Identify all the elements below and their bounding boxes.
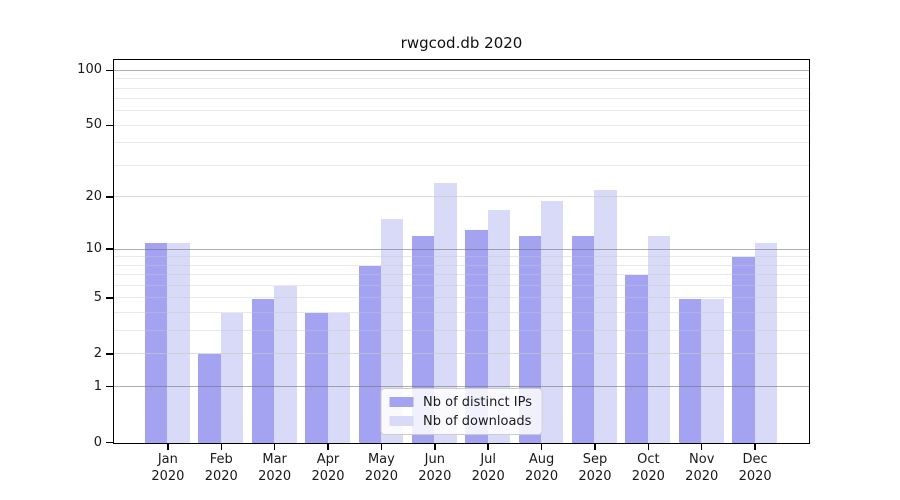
x-tick-label-aug: Aug 2020 <box>516 452 568 485</box>
x-tick-month: Mar <box>262 452 287 467</box>
x-tick-year: 2020 <box>631 468 665 484</box>
x-tick-year: 2020 <box>204 468 238 484</box>
chart-title: rwgcod.db 2020 <box>400 34 523 52</box>
x-tick-month: Feb <box>209 452 233 467</box>
x-tick-sep <box>594 444 596 450</box>
bar-downloads-apr <box>327 313 350 443</box>
x-tick-label-may: May 2020 <box>355 452 407 485</box>
x-tick-label-jan: Jan 2020 <box>142 452 194 485</box>
bar-distinct-ips-sep <box>572 236 595 443</box>
plot-area: Nb of distinct IPs Nb of downloads <box>113 59 810 444</box>
y-tick-100 <box>106 69 113 71</box>
bars-layer <box>114 60 809 443</box>
x-tick-month: Aug <box>528 452 555 467</box>
x-tick-month: May <box>367 452 395 467</box>
x-tick-year: 2020 <box>151 468 185 484</box>
x-tick-month: Oct <box>637 452 660 467</box>
y-tick-0 <box>106 441 113 444</box>
x-tick-dec <box>754 444 756 450</box>
y-tick-label-50: 50 <box>85 117 102 133</box>
legend-swatch-downloads <box>389 416 414 426</box>
legend-swatch-distinct-ips <box>389 397 414 407</box>
legend-label-downloads: Nb of downloads <box>423 413 532 429</box>
bar-downloads-mar <box>274 286 297 443</box>
x-tick-month: Jan <box>157 452 178 467</box>
x-tick-month: Dec <box>742 452 768 467</box>
x-tick-month: Jun <box>424 452 445 467</box>
y-tick-50 <box>106 124 113 127</box>
legend-label-distinct-ips: Nb of distinct IPs <box>423 394 532 410</box>
y-tick-label-1: 1 <box>93 378 102 394</box>
bar-downloads-may <box>380 219 404 443</box>
x-tick-year: 2020 <box>364 468 398 484</box>
legend-item-distinct-ips: Nb of distinct IPs <box>389 394 532 410</box>
y-tick-label-0: 0 <box>93 434 102 450</box>
x-tick-month: Apr <box>316 452 340 467</box>
bar-downloads-feb <box>220 313 244 443</box>
x-tick-mar <box>273 444 276 450</box>
y-tick-label-5: 5 <box>93 289 102 305</box>
bar-downloads-dec <box>754 242 778 443</box>
x-tick-year: 2020 <box>471 468 505 484</box>
x-tick-label-sep: Sep 2020 <box>569 452 621 485</box>
x-tick-label-dec: Dec 2020 <box>729 452 781 485</box>
x-tick-may <box>380 444 383 450</box>
x-tick-month: Nov <box>689 452 715 467</box>
x-tick-year: 2020 <box>258 468 292 484</box>
y-tick-label-2: 2 <box>93 345 102 361</box>
x-tick-label-feb: Feb 2020 <box>195 452 247 485</box>
x-tick-month: Jul <box>480 452 497 467</box>
legend: Nb of distinct IPs Nb of downloads <box>380 388 543 435</box>
bar-downloads-jun <box>434 183 457 443</box>
bar-downloads-sep <box>594 190 617 443</box>
x-tick-label-apr: Apr 2020 <box>302 452 354 485</box>
y-tick-20 <box>106 196 113 198</box>
y-tick-5 <box>106 297 113 299</box>
x-tick-aug <box>540 444 543 450</box>
y-tick-10 <box>106 248 113 250</box>
bar-distinct-ips-mar <box>251 298 275 443</box>
x-tick-label-nov: Nov 2020 <box>676 452 728 485</box>
y-tick-2 <box>106 353 113 355</box>
x-tick-feb <box>220 444 223 450</box>
x-tick-label-mar: Mar 2020 <box>249 452 301 485</box>
x-tick-year: 2020 <box>685 468 719 484</box>
x-tick-year: 2020 <box>578 468 612 484</box>
x-tick-month: Sep <box>582 452 608 467</box>
bar-distinct-ips-oct <box>625 275 648 443</box>
bar-downloads-oct <box>647 236 671 443</box>
bar-distinct-ips-dec <box>732 257 755 443</box>
y-tick-label-100: 100 <box>77 62 102 78</box>
x-tick-oct <box>647 444 650 450</box>
y-tick-label-10: 10 <box>85 241 102 257</box>
bar-downloads-jul <box>487 209 511 443</box>
x-tick-jun <box>434 444 436 450</box>
bar-distinct-ips-nov <box>678 298 702 443</box>
legend-item-downloads: Nb of downloads <box>389 413 532 429</box>
y-tick-label-20: 20 <box>85 188 102 204</box>
x-tick-year: 2020 <box>738 468 772 484</box>
x-tick-nov <box>700 444 703 450</box>
x-tick-year: 2020 <box>311 468 345 484</box>
bar-distinct-ips-may <box>358 265 381 443</box>
bar-distinct-ips-apr <box>305 313 328 443</box>
x-tick-year: 2020 <box>525 468 559 484</box>
bar-downloads-jan <box>167 242 190 443</box>
x-tick-label-oct: Oct 2020 <box>622 452 674 485</box>
bar-distinct-ips-jan <box>144 242 168 443</box>
y-tick-1 <box>106 385 113 388</box>
bar-distinct-ips-feb <box>198 354 221 443</box>
x-tick-jul <box>487 444 489 450</box>
bar-downloads-nov <box>701 298 724 443</box>
bar-downloads-aug <box>541 201 564 443</box>
x-tick-apr <box>327 444 329 450</box>
x-tick-label-jun: Jun 2020 <box>409 452 461 485</box>
x-tick-label-jul: Jul 2020 <box>462 452 514 485</box>
x-tick-jan <box>167 444 169 450</box>
x-tick-year: 2020 <box>418 468 452 484</box>
